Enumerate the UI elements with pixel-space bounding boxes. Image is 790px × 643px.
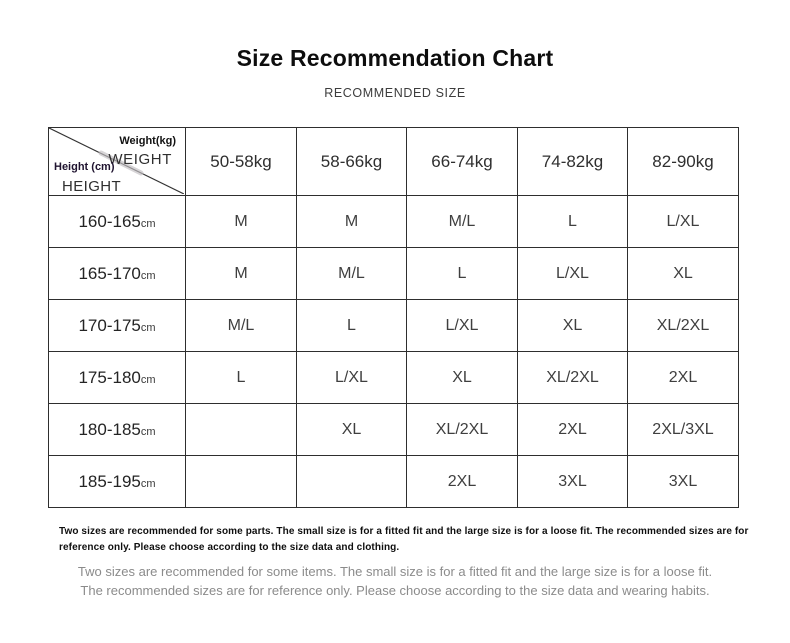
size-recommendation-table: Weight(kg) WEIGHT Height (cm) HEIGHT 50-…	[48, 127, 739, 508]
table-row: 180-185cm XL XL/2XL 2XL 2XL/3XL	[48, 403, 739, 456]
height-range-label: 180-185cm	[48, 403, 186, 456]
fit-disclaimer-gray-line1: Two sizes are recommended for some items…	[77, 564, 713, 579]
height-range-label: 160-165cm	[48, 195, 186, 248]
height-unit: cm	[140, 373, 156, 386]
size-cell: 2XL/3XL	[627, 403, 739, 456]
size-cell	[185, 455, 297, 508]
weight-range-header: 66-74kg	[406, 127, 518, 196]
height-range-value: 175-180	[78, 367, 141, 387]
height-range-value: 160-165	[78, 211, 141, 231]
table-row: 165-170cm M M/L L L/XL XL	[48, 247, 739, 300]
size-cell: M/L	[185, 299, 297, 352]
page-subtitle: RECOMMENDED SIZE	[324, 86, 466, 100]
size-cell: L/XL	[517, 247, 628, 300]
size-cell: M	[296, 195, 407, 248]
size-cell: 3XL	[627, 455, 739, 508]
height-unit: cm	[140, 425, 156, 438]
fit-disclaimer-bold: Two sizes are recommended for some parts…	[59, 524, 783, 556]
height-range-value: 170-175	[78, 315, 141, 335]
weight-range-header: 58-66kg	[296, 127, 407, 196]
height-range-value: 165-170	[78, 263, 141, 283]
weight-axis-word: WEIGHT	[108, 151, 172, 168]
table-row: 175-180cm L L/XL XL XL/2XL 2XL	[48, 351, 739, 404]
height-unit: cm	[140, 477, 156, 490]
height-unit: cm	[140, 269, 156, 282]
size-cell	[296, 455, 407, 508]
size-cell: XL	[627, 247, 739, 300]
size-cell: M/L	[296, 247, 407, 300]
size-cell: M	[185, 195, 297, 248]
weight-range-header: 50-58kg	[185, 127, 297, 196]
height-range-label: 185-195cm	[48, 455, 186, 508]
size-cell: XL/2XL	[406, 403, 518, 456]
size-cell	[185, 403, 297, 456]
height-range-label: 165-170cm	[48, 247, 186, 300]
size-cell: L	[185, 351, 297, 404]
size-cell: XL	[296, 403, 407, 456]
diagonal-corner-cell: Weight(kg) WEIGHT Height (cm) HEIGHT	[48, 127, 186, 196]
height-range-value: 180-185	[78, 419, 141, 439]
diagonal-divider-line	[49, 128, 184, 194]
size-cell: 2XL	[406, 455, 518, 508]
fit-disclaimer-gray-line2: The recommended sizes are for reference …	[80, 583, 710, 598]
size-cell: 3XL	[517, 455, 628, 508]
size-cell: M	[185, 247, 297, 300]
height-unit: cm	[140, 217, 156, 230]
height-axis-word: HEIGHT	[62, 178, 122, 195]
table-row: 160-165cm M M M/L L L/XL	[48, 195, 739, 248]
size-cell: XL/2XL	[627, 299, 739, 352]
size-cell: L	[296, 299, 407, 352]
size-cell: L/XL	[296, 351, 407, 404]
height-unit: cm	[140, 321, 156, 334]
size-cell: 2XL	[627, 351, 739, 404]
size-cell: XL	[517, 299, 628, 352]
size-cell: XL	[406, 351, 518, 404]
height-axis-label: Height (cm)	[54, 161, 115, 173]
table-row: 185-195cm 2XL 3XL 3XL	[48, 455, 739, 508]
table-row: 170-175cm M/L L L/XL XL XL/2XL	[48, 299, 739, 352]
size-cell: L/XL	[406, 299, 518, 352]
fit-disclaimer-bold-line1: Two sizes are recommended for some parts…	[59, 526, 749, 537]
height-range-label: 170-175cm	[48, 299, 186, 352]
table-header-row: Weight(kg) WEIGHT Height (cm) HEIGHT 50-…	[48, 127, 739, 196]
fit-disclaimer-gray: Two sizes are recommended for some items…	[0, 562, 790, 600]
weight-axis-label: Weight(kg)	[119, 135, 176, 147]
page-title: Size Recommendation Chart	[236, 45, 554, 71]
weight-range-header: 82-90kg	[627, 127, 739, 196]
size-cell: L	[517, 195, 628, 248]
size-cell: L/XL	[627, 195, 739, 248]
size-cell: XL/2XL	[517, 351, 628, 404]
weight-range-header: 74-82kg	[517, 127, 628, 196]
height-range-label: 175-180cm	[48, 351, 186, 404]
size-cell: L	[406, 247, 518, 300]
size-cell: M/L	[406, 195, 518, 248]
size-cell: 2XL	[517, 403, 628, 456]
fit-disclaimer-bold-line2: reference only. Please choose according …	[59, 542, 400, 553]
height-range-value: 185-195	[78, 471, 141, 491]
